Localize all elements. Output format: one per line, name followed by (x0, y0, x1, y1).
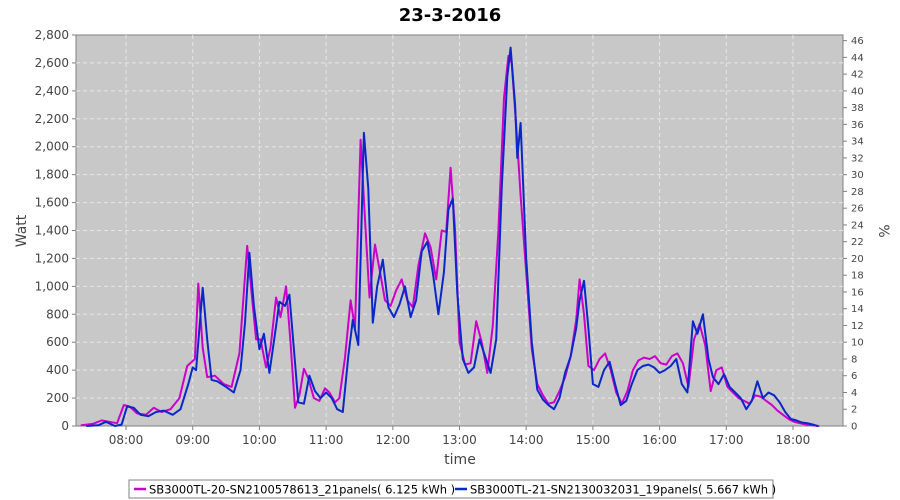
x-tick-label: 14:00 (509, 433, 544, 447)
y2-tick-label: 36 (851, 120, 864, 131)
x-tick-label: 16:00 (642, 433, 677, 447)
y-axis-left: 0 200 400 600 800 1,000 1,200 1,400 1,600 1,800 2,… (35, 28, 76, 433)
y2-tick-label: 14 (851, 304, 864, 315)
x-tick-label: 18:00 (776, 433, 811, 447)
y2-tick-label: 26 (851, 204, 864, 215)
y2-axis-title: % (875, 224, 891, 237)
y2-tick-label: 32 (851, 153, 864, 164)
y-tick-label: 0 (61, 419, 69, 433)
legend-label-series-1: SB3000TL-20-SN2100578613_21panels( 6.125… (149, 483, 455, 497)
y2-tick-label: 10 (851, 338, 864, 349)
x-tick-label: 11:00 (309, 433, 344, 447)
y-tick-label: 1,800 (35, 168, 69, 182)
y2-tick-label: 8 (851, 354, 857, 365)
legend-label-series-2: SB3000TL-21-SN2130032031_19panels( 5.667… (470, 483, 776, 497)
y-tick-label: 2,000 (35, 140, 69, 154)
y-tick-label: 200 (46, 391, 69, 405)
y2-tick-label: 40 (851, 86, 864, 97)
y-tick-label: 1,600 (35, 196, 69, 210)
y-axis-title: Watt (14, 214, 30, 247)
y-tick-label: 2,800 (35, 28, 69, 42)
y2-tick-label: 6 (851, 371, 857, 382)
y2-tick-label: 18 (851, 271, 864, 282)
y2-tick-label: 20 (851, 254, 864, 265)
y2-tick-label: 12 (851, 321, 864, 332)
y2-tick-label: 46 (851, 36, 864, 47)
y2-tick-label: 2 (851, 405, 857, 416)
y-tick-label: 800 (46, 307, 69, 321)
y-tick-label: 2,400 (35, 84, 69, 98)
y-tick-label: 2,600 (35, 56, 69, 70)
y2-tick-label: 38 (851, 103, 864, 114)
x-axis-title: time (444, 452, 476, 468)
y2-tick-label: 44 (851, 53, 864, 64)
series-lines (80, 46, 820, 427)
legend: SB3000TL-20-SN2100578613_21panels( 6.125… (128, 479, 776, 499)
y-tick-label: 2,200 (35, 112, 69, 126)
y2-tick-label: 30 (851, 170, 864, 181)
y2-tick-label: 34 (851, 137, 864, 148)
x-axis: 08:00 09:00 10:00 11:00 12:00 13:00 14:00 15:00… (109, 426, 811, 447)
y2-tick-label: 4 (851, 388, 857, 399)
y2-tick-label: 16 (851, 287, 864, 298)
x-tick-label: 09:00 (175, 433, 210, 447)
y-tick-label: 400 (46, 363, 69, 377)
series-line-2 (86, 46, 819, 427)
x-tick-label: 10:00 (242, 433, 277, 447)
y-tick-label: 1,400 (35, 224, 69, 238)
y2-tick-label: 24 (851, 220, 864, 231)
y2-tick-label: 0 (851, 422, 857, 433)
x-tick-label: 17:00 (709, 433, 744, 447)
x-tick-label: 08:00 (109, 433, 144, 447)
y-axis-right: 0246810121416182022242628303234363840424… (843, 36, 864, 433)
y2-tick-label: 22 (851, 237, 864, 248)
y-tick-label: 600 (46, 335, 69, 349)
gridlines (76, 35, 843, 426)
y-tick-label: 1,200 (35, 251, 69, 265)
x-tick-label: 13:00 (442, 433, 477, 447)
x-tick-label: 15:00 (576, 433, 611, 447)
chart-title: 23-3-2016 (399, 5, 502, 26)
y2-tick-label: 42 (851, 70, 864, 81)
y2-tick-label: 28 (851, 187, 864, 198)
y-tick-label: 1,000 (35, 279, 69, 293)
legend-box (128, 479, 774, 499)
x-tick-label: 12:00 (376, 433, 411, 447)
